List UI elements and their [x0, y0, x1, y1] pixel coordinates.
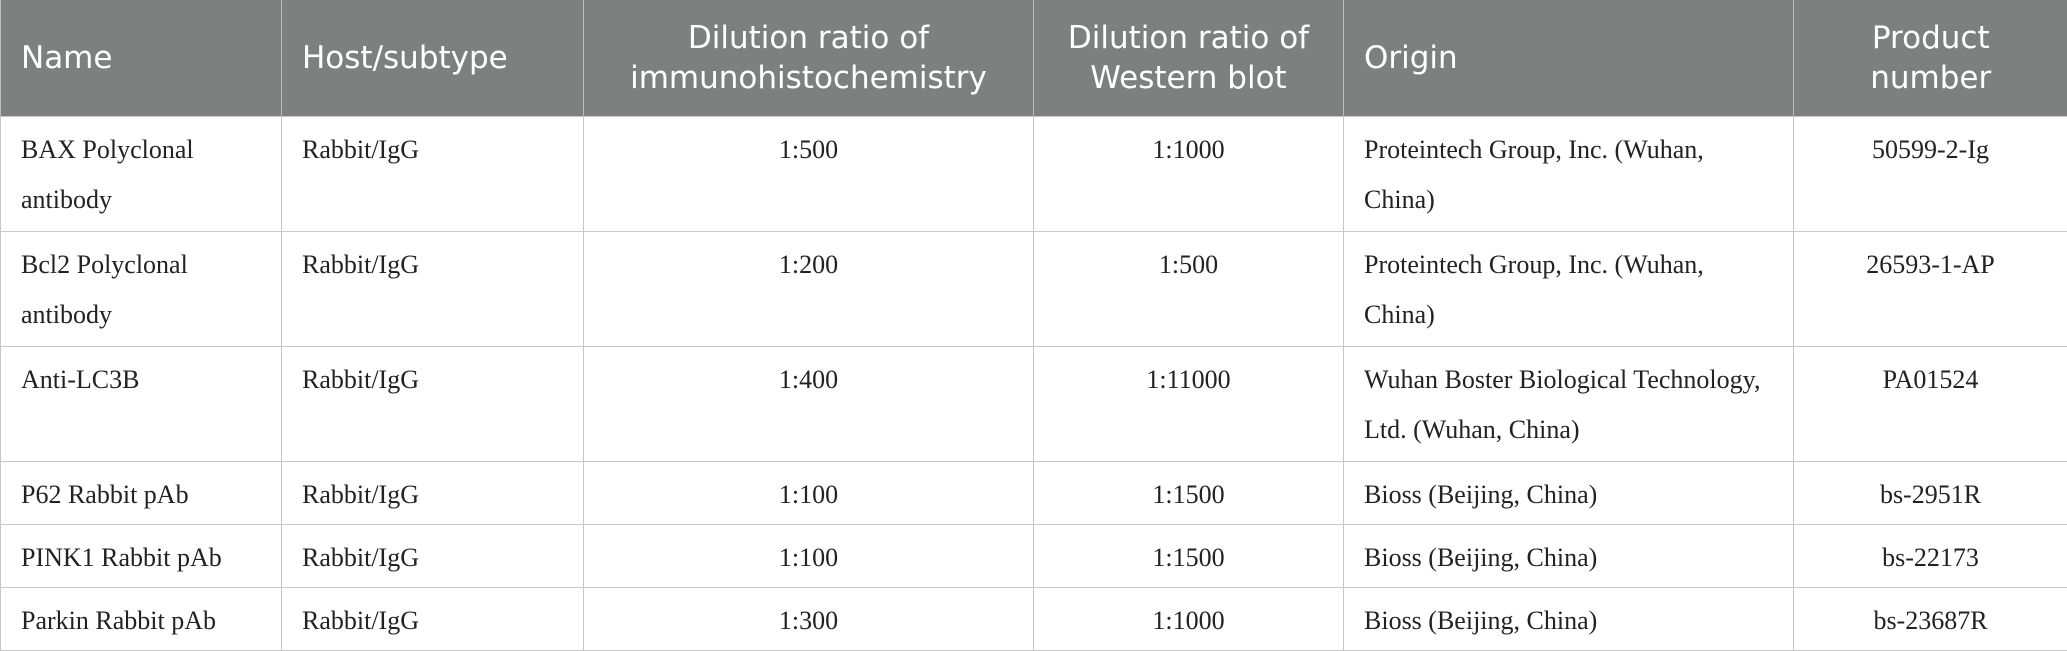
header-row: Name Host/subtype Dilution ratio of immuno…: [0, 0, 2067, 116]
table-cell: PINK1 Rabbit pAb: [0, 523, 282, 588]
table-cell: bs-23687R: [1793, 586, 2067, 651]
header-cell: Dilution ratio of Western blot: [1033, 0, 1344, 116]
table-body: BAX Polyclonal antibody Rabbit/IgG 1:500 1:…: [0, 115, 2067, 651]
table-cell: bs-22173: [1793, 523, 2067, 588]
table-cell: Bioss (Beijing, China): [1343, 460, 1794, 525]
table-row: PINK1 Rabbit pAb Rabbit/IgG 1:100 1:1500 Bio…: [0, 523, 2067, 588]
header-cell: Product number: [1793, 0, 2067, 116]
table-row: Parkin Rabbit pAb Rabbit/IgG 1:300 1:1000 Bi…: [0, 586, 2067, 651]
table-cell: 1:1000: [1033, 115, 1344, 232]
table-cell: Bcl2 Polyclonal antibody: [0, 230, 282, 347]
table-cell: Rabbit/IgG: [281, 230, 584, 347]
table-cell: P62 Rabbit pAb: [0, 460, 282, 525]
table-cell: Rabbit/IgG: [281, 523, 584, 588]
table-cell: 1:400: [583, 345, 1034, 462]
table-cell: PA01524: [1793, 345, 2067, 462]
table-cell: 1:100: [583, 460, 1034, 525]
table-row: Bcl2 Polyclonal antibody Rabbit/IgG 1:200 1…: [0, 230, 2067, 347]
table-cell: Rabbit/IgG: [281, 345, 584, 462]
table-cell: 1:200: [583, 230, 1034, 347]
table-cell: Proteintech Group, Inc. (Wuhan, China): [1343, 230, 1794, 347]
header-cell: Name: [0, 0, 282, 116]
table-row: P62 Rabbit pAb Rabbit/IgG 1:100 1:1500 Bioss…: [0, 460, 2067, 525]
table-cell: 1:100: [583, 523, 1034, 588]
table-cell: 1:11000: [1033, 345, 1344, 462]
table-cell: Bioss (Beijing, China): [1343, 586, 1794, 651]
table-cell: 1:500: [1033, 230, 1344, 347]
table-cell: 1:500: [583, 115, 1034, 232]
table-cell: 50599-2-Ig: [1793, 115, 2067, 232]
table-cell: Anti-LC3B: [0, 345, 282, 462]
header-cell: Origin: [1343, 0, 1794, 116]
table-cell: 1:1500: [1033, 460, 1344, 525]
table-cell: 26593-1-AP: [1793, 230, 2067, 347]
table-cell: Wuhan Boster Biological Technology, Ltd.…: [1343, 345, 1794, 462]
table-cell: Proteintech Group, Inc. (Wuhan, China): [1343, 115, 1794, 232]
table-cell: 1:1500: [1033, 523, 1344, 588]
table-cell: BAX Polyclonal antibody: [0, 115, 282, 232]
table-cell: Bioss (Beijing, China): [1343, 523, 1794, 588]
table-cell: 1:1000: [1033, 586, 1344, 651]
header-cell: Dilution ratio of immunohistochemistry: [583, 0, 1034, 116]
table-cell: Rabbit/IgG: [281, 586, 584, 651]
table-cell: 1:300: [583, 586, 1034, 651]
table-row: BAX Polyclonal antibody Rabbit/IgG 1:500 1:…: [0, 115, 2067, 232]
header-cell: Host/subtype: [281, 0, 584, 116]
table-cell: Parkin Rabbit pAb: [0, 586, 282, 651]
table-cell: Rabbit/IgG: [281, 115, 584, 232]
table-row: Anti-LC3B Rabbit/IgG 1:400 1:11000 Wuhan Bos…: [0, 345, 2067, 462]
table-cell: bs-2951R: [1793, 460, 2067, 525]
table-cell: Rabbit/IgG: [281, 460, 584, 525]
